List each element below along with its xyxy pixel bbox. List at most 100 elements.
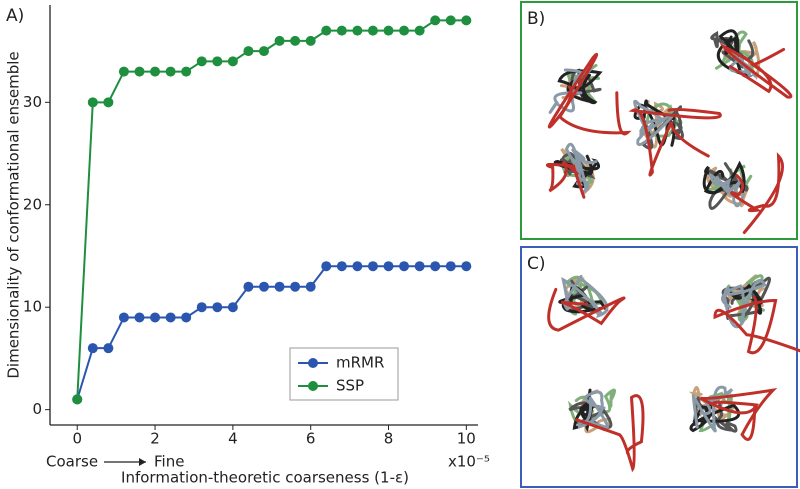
protein-strand <box>633 99 674 146</box>
protein-strand <box>730 152 784 234</box>
protein-strand <box>546 160 586 199</box>
marker <box>212 302 223 313</box>
marker <box>243 281 254 292</box>
marker <box>118 66 129 77</box>
marker <box>181 312 192 323</box>
marker <box>165 312 176 323</box>
marker <box>134 66 145 77</box>
protein-strand <box>702 160 746 195</box>
y-tick-label: 10 <box>23 298 42 316</box>
marker <box>461 15 472 26</box>
arrow-head <box>139 458 146 466</box>
protein-strand <box>557 69 603 105</box>
marker <box>72 394 83 405</box>
marker <box>383 25 394 36</box>
marker <box>367 25 378 36</box>
marker <box>445 261 456 272</box>
x-tick-label: 6 <box>306 430 316 448</box>
marker <box>445 15 456 26</box>
marker <box>352 261 363 272</box>
marker <box>212 56 223 67</box>
protein-strand <box>547 52 632 136</box>
marker <box>274 281 285 292</box>
x-tick-label: 2 <box>150 430 160 448</box>
marker <box>150 66 161 77</box>
legend-marker <box>308 381 318 391</box>
x-tick-label: 4 <box>228 430 238 448</box>
marker <box>414 261 425 272</box>
panel-label: C) <box>527 254 546 274</box>
protein-strand <box>564 142 598 193</box>
marker <box>414 25 425 36</box>
marker <box>430 261 441 272</box>
legend-label: SSP <box>336 377 364 395</box>
marker <box>321 261 332 272</box>
marker <box>461 261 472 272</box>
marker <box>367 261 378 272</box>
marker <box>399 25 410 36</box>
series-line <box>76 19 467 400</box>
x-multiplier: x10⁻⁵ <box>448 453 490 471</box>
panels: B) C) <box>520 1 800 488</box>
protein-strand <box>719 41 761 81</box>
marker <box>103 97 114 108</box>
protein-strand <box>628 107 722 177</box>
fine-label: Fine <box>154 453 184 471</box>
marker <box>196 302 207 313</box>
y-tick-label: 30 <box>23 93 42 111</box>
marker <box>383 261 394 272</box>
marker <box>118 312 129 323</box>
protein-strand <box>721 278 767 329</box>
marker <box>165 66 176 77</box>
protein-strand <box>692 396 738 433</box>
y-tick-label: 20 <box>23 195 42 213</box>
protein-strand <box>719 42 793 99</box>
panel-frame <box>520 246 798 488</box>
legend-box <box>289 347 399 401</box>
marker <box>352 25 363 36</box>
marker <box>227 56 238 67</box>
marker <box>336 25 347 36</box>
protein-strand <box>713 296 800 355</box>
marker <box>290 281 301 292</box>
marker <box>87 343 98 354</box>
marker <box>290 35 301 46</box>
x-tick-label: 8 <box>384 430 394 448</box>
protein-strand <box>699 387 778 441</box>
y-tick-label: 0 <box>32 400 42 418</box>
series-line <box>76 265 467 400</box>
marker <box>103 343 114 354</box>
protein-strand <box>577 390 609 430</box>
marker <box>181 66 192 77</box>
protein-strand <box>729 53 757 78</box>
coarse-label: Coarse <box>46 453 98 471</box>
legend-label: mRMR <box>336 354 384 372</box>
panel-frame <box>520 1 798 240</box>
marker <box>321 25 332 36</box>
marker <box>227 302 238 313</box>
protein-strand <box>574 394 645 473</box>
marker <box>196 56 207 67</box>
y-axis-label: Dimensionality of conformational ensembl… <box>5 51 23 378</box>
marker <box>243 46 254 57</box>
marker <box>259 281 269 292</box>
marker <box>430 15 441 26</box>
x-tick-label: 10 <box>457 430 476 448</box>
marker <box>150 312 161 323</box>
protein-strand <box>561 274 609 318</box>
marker <box>336 261 347 272</box>
marker <box>134 312 145 323</box>
x-tick-label: 0 <box>72 430 82 448</box>
marker <box>87 97 98 108</box>
marker <box>305 281 316 292</box>
marker <box>259 46 269 57</box>
panel-label: A) <box>6 6 24 26</box>
x-axis-label: Information-theoretic coarseness (1-ε) <box>121 469 409 487</box>
marker <box>305 35 316 46</box>
marker <box>274 35 285 46</box>
panel-label: B) <box>527 9 545 29</box>
legend-marker <box>308 358 318 368</box>
protein-strand <box>547 287 626 332</box>
marker <box>399 261 410 272</box>
